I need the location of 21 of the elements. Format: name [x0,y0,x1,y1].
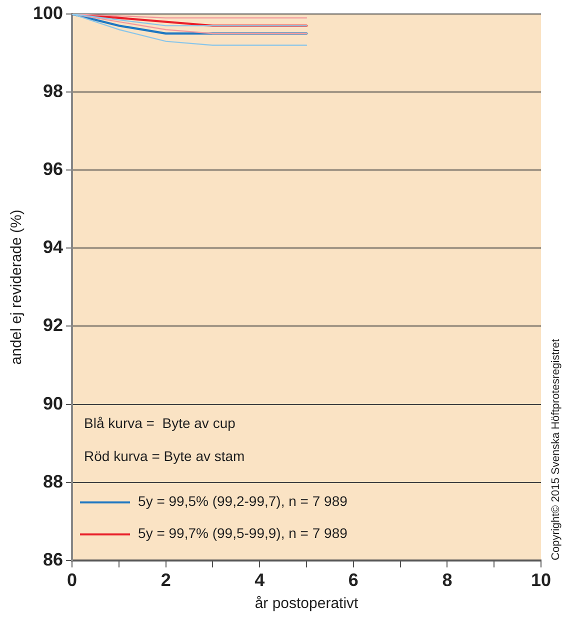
y-tick-label: 100 [32,2,64,23]
x-tick-label: 2 [160,570,171,590]
x-tick-label: 6 [348,570,358,590]
x-axis-title: år postoperativt [254,595,360,612]
legend-label: 5y = 99,7% (99,5-99,9), n = 7 989 [138,525,348,542]
text: Copyright© 2015 Svenska Höftprotesregistret [550,338,562,560]
y-tick-label: 90 [43,393,64,414]
annotation: Röd kurva = Byte av stam [84,448,245,464]
x-tick-label: 0 [67,570,78,590]
annotation: Blå kurva = Byte av cup [84,415,236,432]
x-tick-label: 10 [530,570,552,590]
y-tick-label: 88 [43,471,64,492]
y-tick-label: 92 [43,315,64,336]
x-tick-label: 4 [254,570,265,590]
y-tick-label: 96 [43,159,64,180]
y-tick-label: 94 [43,237,64,258]
y-axis-title: andel ej reviderade (%) [8,210,26,365]
y-tick-label: 98 [43,81,64,102]
legend-label: 5y = 99,5% (99,2-99,7), n = 7 989 [138,493,348,510]
y-tick-label: 86 [43,549,64,570]
x-tick-label: 8 [442,570,452,590]
